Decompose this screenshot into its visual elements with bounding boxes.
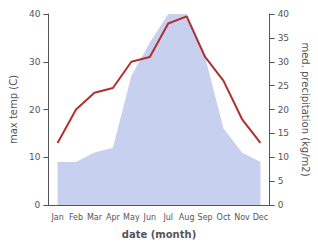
svg-text:20: 20 (278, 105, 290, 115)
svg-text:15: 15 (278, 128, 289, 138)
svg-text:Feb: Feb (69, 213, 83, 222)
svg-text:35: 35 (278, 33, 289, 43)
svg-text:May: May (123, 213, 140, 222)
svg-text:25: 25 (278, 81, 289, 91)
svg-text:40: 40 (29, 9, 41, 19)
svg-text:0: 0 (278, 200, 284, 210)
svg-text:Nov: Nov (234, 213, 250, 222)
svg-text:Mar: Mar (87, 213, 103, 222)
svg-text:Jul: Jul (162, 213, 173, 222)
svg-text:max temp (C): max temp (C) (8, 75, 19, 144)
svg-text:Aug: Aug (179, 213, 195, 222)
svg-text:0: 0 (35, 200, 41, 210)
svg-text:30: 30 (278, 57, 290, 67)
svg-text:Sep: Sep (198, 213, 213, 222)
svg-text:Dec: Dec (253, 213, 268, 222)
svg-text:Oct: Oct (217, 213, 231, 222)
svg-text:Jan: Jan (50, 213, 63, 222)
svg-text:40: 40 (278, 9, 290, 19)
svg-text:10: 10 (29, 152, 41, 162)
svg-text:30: 30 (29, 57, 41, 67)
svg-text:med. precipitation (kg/m2): med. precipitation (kg/m2) (300, 42, 311, 176)
svg-text:10: 10 (278, 152, 290, 162)
svg-text:5: 5 (278, 176, 284, 186)
svg-text:20: 20 (29, 105, 41, 115)
svg-text:Jun: Jun (143, 213, 157, 222)
svg-text:date (month): date (month) (122, 229, 196, 240)
svg-text:Apr: Apr (106, 213, 121, 222)
